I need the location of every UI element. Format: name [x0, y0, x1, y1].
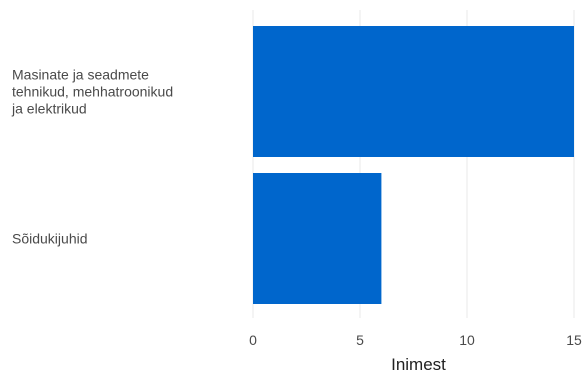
x-tick-label-2: 10 — [459, 332, 475, 348]
x-axis-title: Inimest — [391, 355, 446, 374]
bar-0 — [253, 26, 574, 157]
category-label-0-line-0: Masinate ja seadmete — [12, 67, 149, 83]
bar-1 — [253, 173, 382, 304]
category-labels: Masinate ja seadmete tehnikud, mehhatroon… — [11, 67, 173, 247]
category-label-0: Masinate ja seadmete tehnikud, mehhatroon… — [11, 67, 173, 117]
x-tick-label-3: 15 — [566, 332, 582, 348]
x-tick-labels: 0 5 10 15 — [249, 332, 582, 348]
x-tick-label-0: 0 — [249, 332, 257, 348]
category-label-1-line-0: Sõidukijuhid — [12, 231, 88, 247]
bars — [253, 26, 574, 304]
category-label-0-line-2: ja elektrikud — [11, 101, 87, 117]
category-label-0-line-1: tehnikud, mehhatroonikud — [12, 84, 173, 100]
category-label-1: Sõidukijuhid — [12, 231, 88, 247]
x-tick-label-1: 5 — [356, 332, 364, 348]
